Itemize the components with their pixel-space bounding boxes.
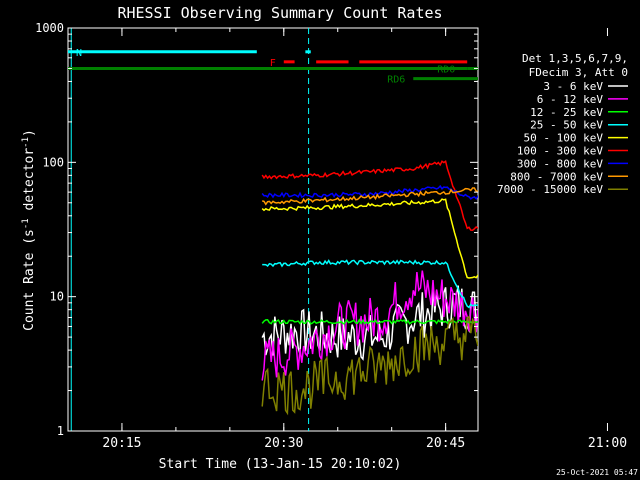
series-line-4-segment-0 (261, 198, 478, 279)
y-axis-label: Count Rate (s-1 detector-1) (21, 129, 37, 331)
legend: Det 1,3,5,6,7,9,FDecim 3, Att 03 - 6 keV… (497, 52, 628, 196)
plot-frame (67, 27, 479, 432)
legend-label-2: 12 - 25 keV (530, 106, 603, 119)
legend-header-1: FDecim 3, Att 0 (529, 66, 628, 79)
flag-label-rd0: RD0 (437, 64, 455, 75)
legend-label-6: 300 - 800 keV (517, 157, 603, 170)
legend-header-0: Det 1,3,5,6,7,9, (522, 52, 628, 65)
legend-label-4: 50 - 100 keV (524, 132, 604, 145)
legend-label-3: 25 - 50 keV (530, 119, 603, 132)
series-line-8-segment-0 (261, 315, 478, 416)
y-axis: 1 10 100 1000 (35, 21, 478, 438)
x-tick-label-20:15: 20:15 (102, 436, 141, 451)
y-tick-label-1000: 1000 (35, 21, 64, 35)
x-tick-label-21:00: 21:00 (588, 436, 627, 451)
x-tick-label-20:30: 20:30 (264, 436, 303, 451)
timestamp: 25-Oct-2021 05:47 (556, 468, 638, 477)
series-line-2-segment-0 (261, 318, 478, 326)
y-tick-label-10: 10 (50, 290, 64, 304)
chart-title: RHESSI Observing Summary Count Rates (117, 4, 442, 22)
series-line-0-segment-0 (261, 285, 478, 361)
flag-label-rd6: RD6 (387, 75, 405, 86)
legend-label-8: 7000 - 15000 keV (497, 183, 603, 196)
legend-label-0: 3 - 6 keV (543, 80, 603, 93)
legend-label-1: 6 - 12 keV (537, 93, 604, 106)
y-tick-label-100: 100 (42, 155, 64, 169)
series-line-6-segment-0 (261, 184, 478, 200)
flag-label-f: F (270, 58, 276, 69)
legend-label-7: 800 - 7000 keV (510, 170, 603, 183)
flag-label-n: N (76, 48, 82, 59)
series-line-3-segment-0 (262, 259, 478, 309)
series-line-5-segment-0 (261, 160, 478, 231)
y-tick-label-1: 1 (57, 424, 64, 438)
series-line-1-segment-0 (261, 270, 478, 381)
plot-marks: NFSRD0RD6 (68, 28, 478, 431)
series-line-7-segment-0 (261, 187, 478, 206)
x-tick-label-20:45: 20:45 (426, 436, 465, 451)
x-axis-label: Start Time (13-Jan-15 20:10:02) (159, 457, 402, 472)
legend-label-5: 100 - 300 keV (517, 145, 603, 158)
